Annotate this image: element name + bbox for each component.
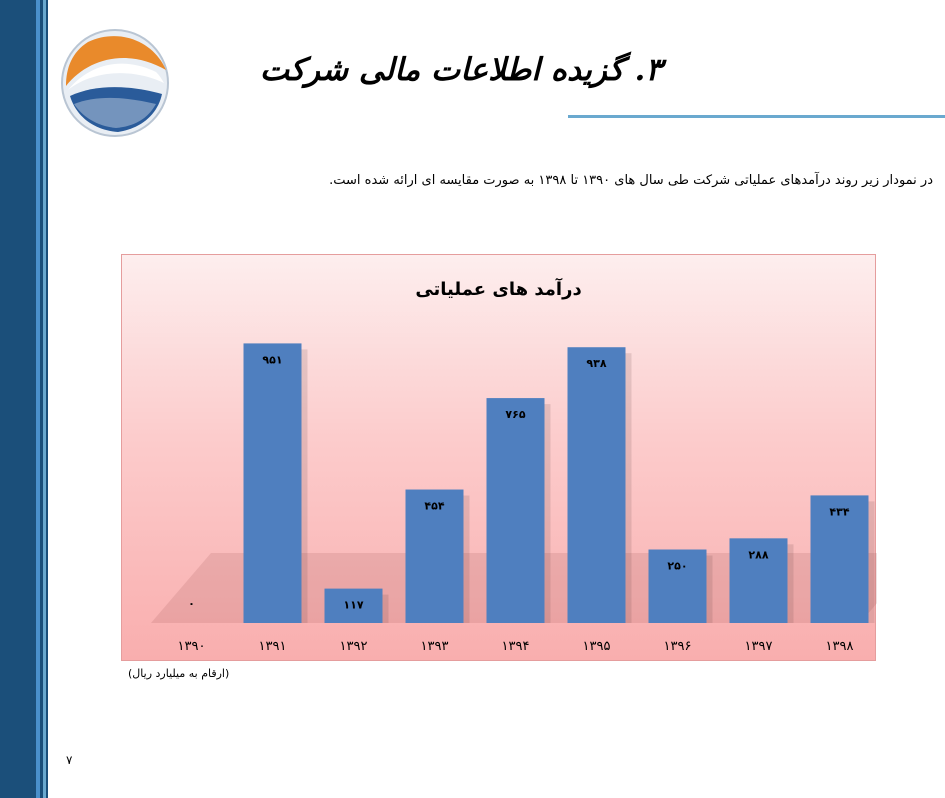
decorative-stripes	[0, 0, 50, 798]
data-label-7: ۲۸۸	[748, 548, 768, 561]
data-label-8: ۴۳۴	[829, 505, 849, 518]
x-tick-label-3: ۱۳۹۳	[421, 639, 449, 654]
stripe	[43, 0, 46, 798]
x-tick-label-8: ۱۳۹۸	[826, 639, 854, 654]
stripe	[40, 0, 43, 798]
data-label-2: ۱۱۷	[343, 599, 363, 612]
units-note: (ارقام به میلیارد ریال)	[128, 667, 230, 680]
bar-4	[486, 398, 545, 623]
data-label-4: ۷۶۵	[505, 408, 525, 421]
section-heading: ۳. گزیده اطلاعات مالی شرکت	[259, 52, 662, 88]
bar-3	[405, 489, 464, 623]
bar-5	[567, 347, 626, 623]
data-label-0: ۰	[188, 597, 195, 610]
x-tick-label-7: ۱۳۹۷	[745, 639, 773, 654]
bar-1	[243, 343, 302, 623]
chart-canvas: ۰ ۱۳۹۰ ۹۵۱ ۱۳۹۱ ۱۱۷ ۱۳۹۲ ۴۵۴ ۱۳۹۳ ۷۶۵ ۱۳۹۴ ۹۳۸ ۱۳۹۵…	[151, 343, 877, 654]
x-tick-label-5: ۱۳۹۵	[583, 639, 611, 654]
x-tick-label-4: ۱۳۹۴	[502, 639, 530, 654]
data-label-5: ۹۳۸	[586, 357, 606, 370]
chart-title: درآمد های عملیاتی	[415, 279, 582, 300]
stripe	[0, 0, 36, 798]
bar-7	[729, 538, 788, 623]
bar-8	[810, 495, 869, 623]
bar-chart: ۰ ۱۳۹۰ ۹۵۱ ۱۳۹۱ ۱۱۷ ۱۳۹۲ ۴۵۴ ۱۳۹۳ ۷۶۵ ۱۳۹۴ ۹۳۸ ۱۳۹۵…	[121, 254, 877, 661]
stripe	[36, 0, 40, 798]
stripe	[46, 0, 48, 798]
x-tick-label-1: ۱۳۹۱	[259, 639, 287, 654]
data-label-1: ۹۵۱	[262, 353, 282, 366]
x-tick-label-2: ۱۳۹۲	[340, 639, 368, 654]
company-logo	[61, 29, 169, 137]
heading-underline	[568, 115, 945, 118]
x-tick-label-0: ۱۳۹۰	[178, 639, 206, 654]
x-tick-label-6: ۱۳۹۶	[664, 639, 692, 654]
data-label-3: ۴۵۴	[424, 500, 444, 513]
page-number: ۷	[66, 753, 73, 767]
data-label-6: ۲۵۰	[667, 560, 687, 573]
bar-2	[324, 588, 383, 623]
intro-paragraph: در نمودار زیر روند درآمدهای عملیاتی شرکت…	[329, 173, 933, 188]
bar-6	[648, 549, 707, 623]
